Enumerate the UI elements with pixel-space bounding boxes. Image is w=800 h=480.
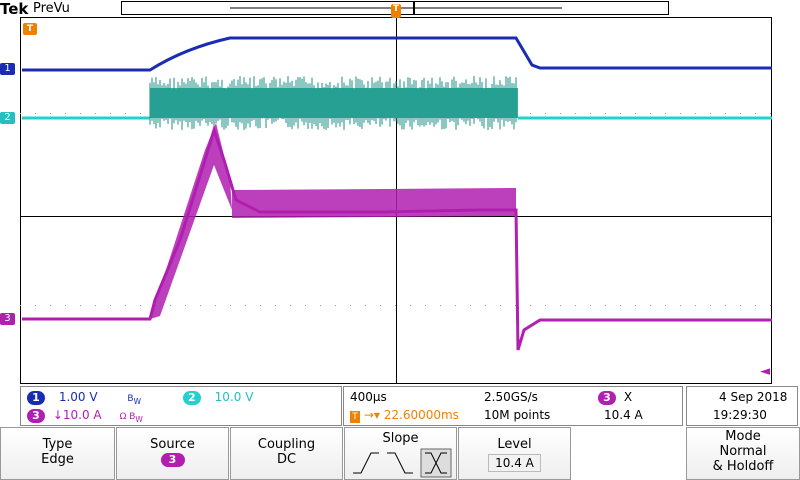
time: 19:29:30 [713,408,767,422]
ch3-marker[interactable]: 3 [0,313,15,325]
brand-logo: Tek [0,0,29,18]
slope-label: Slope [382,431,419,446]
trigger-level: 10.4 A [604,408,643,422]
either-slope-icon [425,452,447,474]
trigger-source-badge: 3 [598,391,616,405]
ch1-settings-row[interactable]: 1 1.00 V BW 2 10.0 V [27,389,254,406]
ch1-trace [22,36,772,72]
ch2-burst-spikes [149,76,517,130]
ch2-badge: 2 [182,391,201,405]
date: 4 Sep 2018 [719,390,788,404]
timebase-scale: 400µs [350,390,387,404]
sample-rate: 2.50GS/s [484,390,538,404]
menu-source-button[interactable]: Source 3 [116,427,229,480]
ch2-scale: 10.0 V [214,390,254,404]
ch1-marker[interactable]: 1 [0,63,15,75]
record-length: 10M points [484,408,551,422]
mode-value-2: & Holdoff [712,459,774,474]
timebase-panel[interactable]: 400µs 2.50GS/s 3 X T →▾ 22.60000ms 10M p… [343,386,683,426]
ch1-scale: 1.00 V [58,390,98,404]
menu-coupling-button[interactable]: Coupling DC [230,427,343,480]
type-label: Type [42,437,73,452]
trigger-left-marker[interactable]: T [23,23,37,35]
slope-options[interactable] [345,447,457,479]
level-label: Level [497,437,532,452]
bw-limit-icon: BW [127,394,142,406]
trigger-delay-arrow: →▾ [363,408,380,422]
datetime-panel: 4 Sep 2018 19:29:30 [686,386,798,426]
ch3-peak [150,123,232,319]
coupling-value: DC [276,452,297,467]
ch3-scale: ↓10.0 A [52,408,102,422]
trigger-position-marker[interactable]: T [391,4,401,18]
type-value: Edge [41,452,74,467]
menu-type-button[interactable]: Type Edge [0,427,115,480]
ch3-envelope [232,188,516,218]
trigger-level-marker[interactable]: ◄ [760,364,770,379]
falling-slope-icon[interactable] [387,452,413,474]
mode-label: Mode [725,429,761,444]
menu-slope-button[interactable]: Slope [344,427,457,480]
trigger-delay: 22.60000ms [383,408,459,422]
mode-value: Normal [719,444,767,459]
channel-settings-panel[interactable]: 1 1.00 V BW 2 10.0 V 3 ↓10.0 A Ω BW [20,386,342,426]
trigger-delay-icon: T [350,411,360,423]
acquisition-mode: PreVu [33,1,70,16]
ch3-settings-row[interactable]: 3 ↓10.0 A Ω BW [27,407,143,424]
waveform-display[interactable] [0,0,800,386]
ch2-marker[interactable]: 2 [0,112,15,124]
trigger-slope-icon: X [623,390,633,404]
menu-mode-button[interactable]: Mode Normal & Holdoff [686,427,800,480]
ohm-bw-icon: Ω BW [119,412,143,424]
coupling-label: Coupling [257,437,316,452]
source-label: Source [150,437,195,452]
menu-level-button[interactable]: Level 10.4 A [458,427,571,480]
ch3-badge: 3 [27,409,45,423]
source-value: 3 [160,453,185,467]
ch1-badge: 1 [27,391,45,405]
rising-slope-icon[interactable] [353,452,379,474]
level-value: 10.4 A [488,454,541,472]
